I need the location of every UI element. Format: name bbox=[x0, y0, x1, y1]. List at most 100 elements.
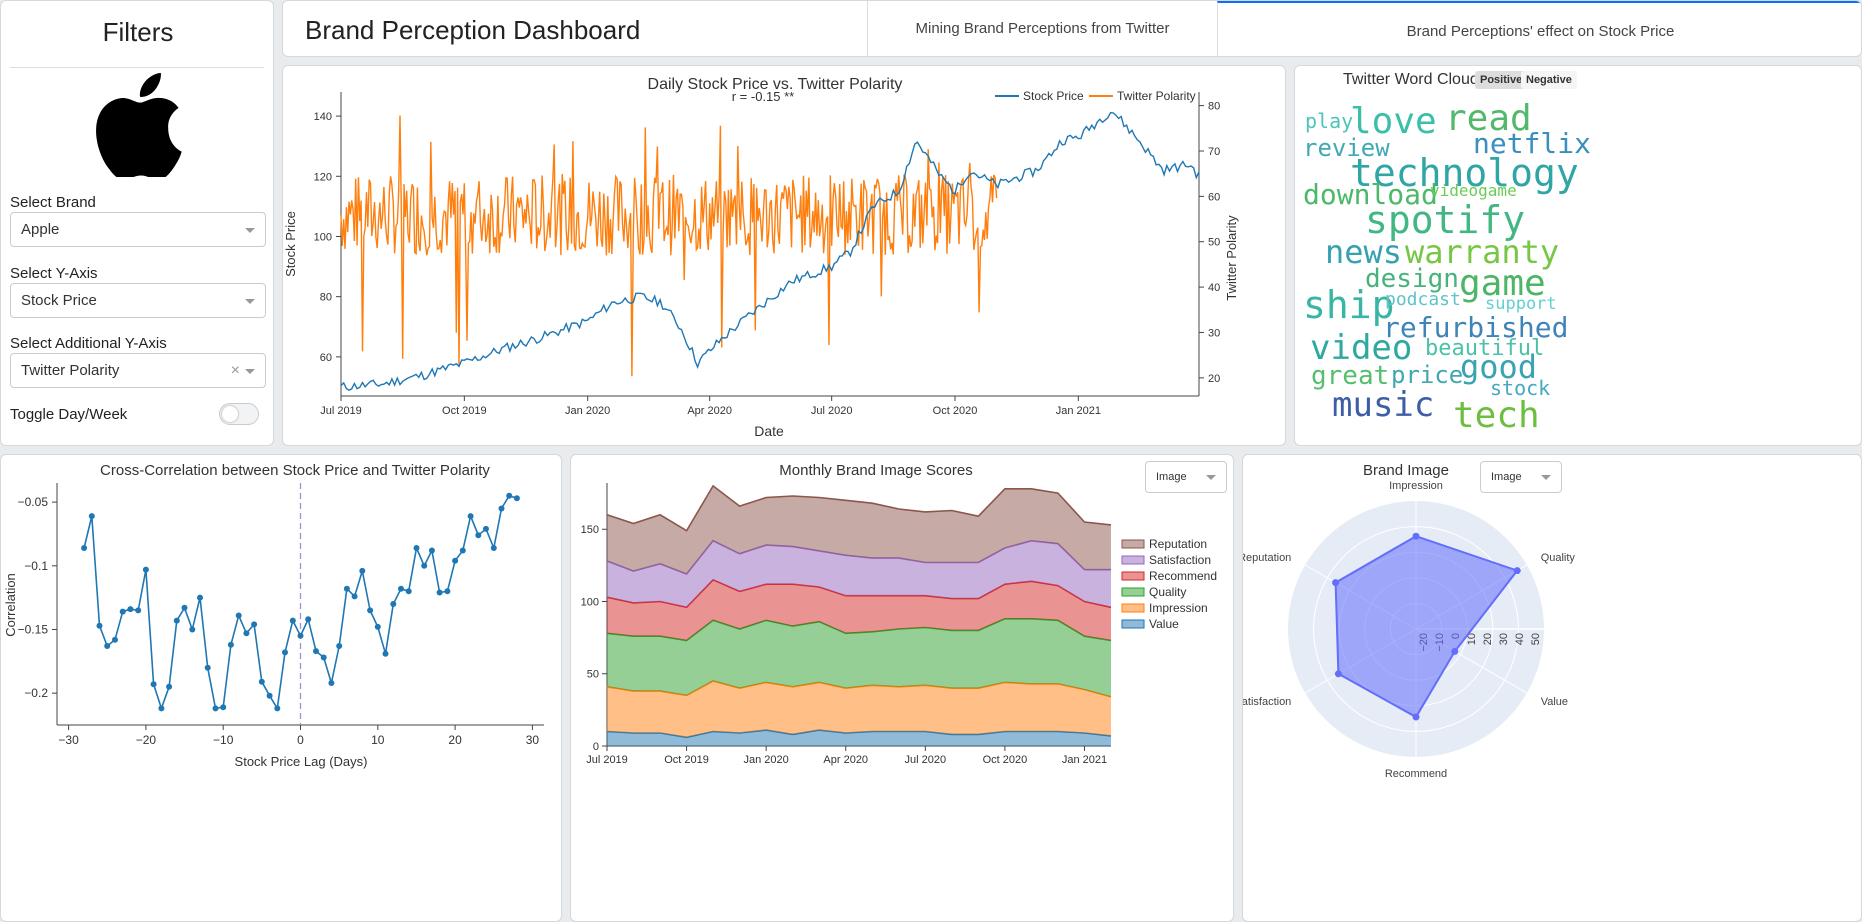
radar-axis-label: Value bbox=[1541, 696, 1568, 708]
brand-image-radar: Brand Image Impression Quality Value Recomm… bbox=[1243, 462, 1576, 780]
toggle-day-week-switch[interactable] bbox=[219, 403, 259, 425]
area-edge-reputation bbox=[606, 484, 1112, 532]
data-point bbox=[490, 545, 497, 551]
chart-title: Brand Image bbox=[1363, 462, 1449, 479]
brand-select[interactable]: Apple bbox=[10, 212, 266, 247]
data-point bbox=[436, 589, 443, 596]
y-tick-label: 150 bbox=[581, 524, 599, 536]
clear-icon[interactable]: × bbox=[230, 362, 240, 379]
y-tick-label: 100 bbox=[581, 596, 599, 608]
data-point bbox=[475, 532, 482, 539]
yaxis-select-label: Select Y-Axis bbox=[10, 265, 98, 282]
data-point bbox=[142, 566, 149, 573]
data-point bbox=[204, 664, 211, 671]
legend-swatch bbox=[1121, 603, 1145, 613]
x-tick-label: Jul 2020 bbox=[905, 754, 947, 766]
area-quality bbox=[607, 618, 1111, 697]
x-tick-label: 30 bbox=[526, 733, 540, 747]
brand-select-label: Select Brand bbox=[10, 194, 96, 211]
radar-axis-label: Recommend bbox=[1385, 768, 1447, 780]
monthly-image-dropdown[interactable]: Image bbox=[1145, 461, 1227, 493]
wordcloud-word: beautiful bbox=[1425, 336, 1545, 361]
data-point bbox=[351, 593, 358, 600]
data-point bbox=[405, 588, 412, 595]
y-tick-label: −0.15 bbox=[18, 622, 49, 636]
wordcloud-word: download bbox=[1303, 178, 1438, 211]
data-point bbox=[119, 608, 126, 615]
chevron-down-icon bbox=[1206, 475, 1216, 480]
x-tick-label: Jan 2021 bbox=[1056, 405, 1101, 417]
x-tick-label: −20 bbox=[136, 733, 157, 747]
radar-point bbox=[1412, 532, 1420, 540]
data-point bbox=[220, 704, 227, 711]
wordcloud-word: read bbox=[1445, 98, 1532, 139]
area-impression bbox=[607, 681, 1111, 738]
negative-button[interactable]: Negative bbox=[1521, 71, 1577, 89]
filters-title: Filters bbox=[102, 17, 174, 47]
data-point bbox=[506, 492, 513, 499]
monthly-image-card: Monthly Brand Image Scores Jul 2019 Oct 2… bbox=[570, 454, 1234, 922]
dropdown-value: Image bbox=[1491, 471, 1522, 483]
tab-mining-brand-perceptions[interactable]: Mining Brand Perceptions from Twitter bbox=[867, 1, 1217, 56]
data-point bbox=[398, 585, 404, 592]
data-point bbox=[297, 632, 304, 639]
chart-title: Cross-Correlation between Stock Price an… bbox=[100, 462, 490, 479]
header-bar: Brand Perception Dashboard Mining Brand … bbox=[282, 0, 1862, 57]
y-tick-label: 80 bbox=[320, 292, 332, 304]
data-point bbox=[251, 621, 258, 628]
data-point bbox=[235, 612, 242, 619]
data-point bbox=[483, 525, 489, 532]
data-point bbox=[421, 562, 428, 569]
x-tick-label: Oct 2019 bbox=[664, 754, 709, 766]
x-tick-label: 20 bbox=[448, 733, 462, 747]
toggle-day-week-label: Toggle Day/Week bbox=[10, 406, 128, 423]
legend-swatch bbox=[1121, 539, 1145, 549]
radar-tick-label: 30 bbox=[1498, 633, 1510, 645]
area-reputation bbox=[607, 485, 1111, 574]
data-point bbox=[127, 606, 134, 613]
data-point bbox=[413, 545, 420, 551]
data-point bbox=[181, 604, 188, 611]
wordcloud-word: price bbox=[1391, 361, 1464, 389]
x-axis-label: Date bbox=[754, 423, 784, 439]
toggle-knob bbox=[222, 406, 238, 422]
wordcloud-word: technology bbox=[1350, 151, 1579, 195]
data-point bbox=[282, 649, 288, 656]
area-edge-satisfaction bbox=[606, 539, 1111, 575]
data-point bbox=[173, 617, 180, 624]
chevron-down-icon bbox=[245, 228, 255, 233]
filters-panel: Filters Select Brand Apple Select Y-Axis… bbox=[0, 0, 274, 446]
x-tick-label: Oct 2020 bbox=[933, 405, 978, 417]
positive-button[interactable]: Positive bbox=[1475, 71, 1528, 89]
x-tick-label: 10 bbox=[371, 733, 385, 747]
additional-yaxis-select[interactable]: Twitter Polarity × bbox=[10, 353, 266, 388]
data-point bbox=[313, 648, 319, 655]
y2-tick-label: 80 bbox=[1208, 101, 1220, 113]
legend-swatch bbox=[1121, 587, 1145, 597]
filters-divider bbox=[10, 67, 264, 68]
chart-title: Monthly Brand Image Scores bbox=[779, 462, 972, 479]
data-point bbox=[367, 607, 374, 614]
yaxis-select[interactable]: Stock Price bbox=[10, 283, 266, 318]
wordcloud-word: game bbox=[1459, 263, 1546, 304]
additional-yaxis-value: Twitter Polarity bbox=[21, 362, 120, 379]
radar-axis-label: Quality bbox=[1541, 552, 1576, 564]
data-point bbox=[212, 705, 219, 712]
data-point bbox=[390, 601, 397, 607]
wordcloud-word: spotify bbox=[1365, 198, 1526, 242]
legend-label: Reputation bbox=[1149, 537, 1207, 551]
y-tick-label: −0.05 bbox=[18, 495, 49, 509]
tab-stock-price-effect[interactable]: Brand Perceptions' effect on Stock Price bbox=[1217, 1, 1861, 56]
chevron-down-icon bbox=[245, 299, 255, 304]
data-point bbox=[189, 626, 196, 633]
twitter-polarity-line bbox=[340, 115, 998, 377]
data-point bbox=[266, 692, 273, 699]
stock-price-line bbox=[340, 111, 1200, 392]
radar-axis-label: Satisfaction bbox=[1243, 696, 1291, 708]
cross-correlation-card: Cross-Correlation between Stock Price an… bbox=[0, 454, 562, 922]
y-tick-label: 120 bbox=[314, 171, 332, 183]
data-point bbox=[227, 641, 234, 648]
area-satisfaction bbox=[607, 540, 1111, 608]
brand-image-dropdown[interactable]: Image bbox=[1480, 461, 1562, 493]
x-tick-label: Jul 2020 bbox=[811, 405, 853, 417]
